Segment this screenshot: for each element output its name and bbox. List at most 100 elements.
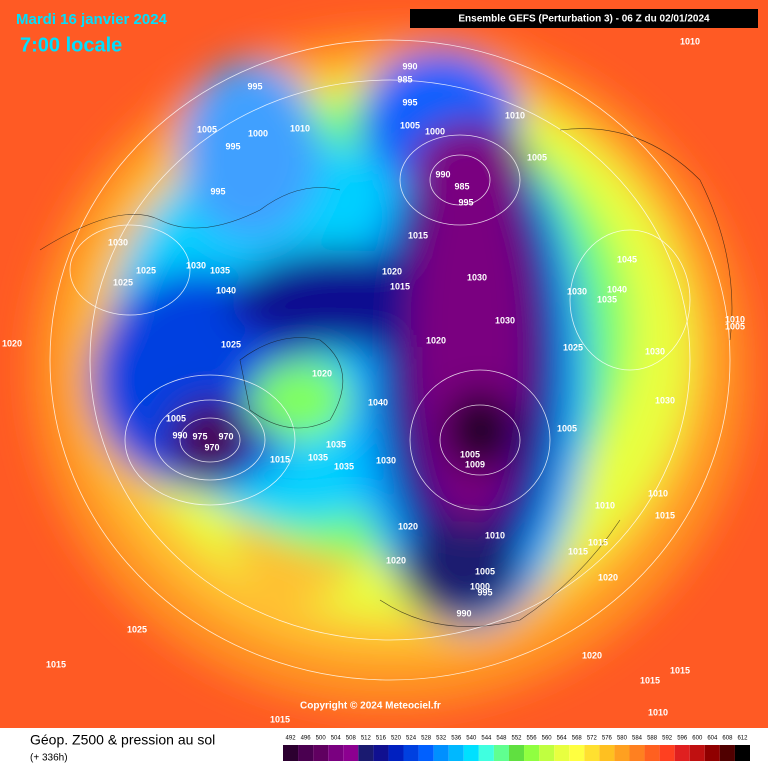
pressure-label: 1020	[382, 266, 402, 276]
pressure-label: 1000	[248, 128, 268, 138]
pressure-label: 1015	[588, 537, 608, 547]
scale-swatch	[704, 745, 720, 761]
pressure-label: 1015	[655, 510, 675, 520]
scale-label: 584	[632, 736, 643, 742]
color-scale: 492 496 500 504 508 512 516 520 524 528 532 536 540 5…	[283, 736, 750, 761]
pressure-label: 1035	[334, 461, 354, 471]
scale-label: 556	[527, 736, 538, 742]
scale-swatch	[313, 745, 329, 761]
pressure-label: 990	[456, 608, 471, 618]
pressure-label: 1030	[108, 237, 128, 247]
pressure-label: 1010	[648, 707, 668, 717]
pressure-label: 1020	[312, 368, 332, 378]
pressure-label: 1005	[400, 120, 420, 130]
run-banner	[410, 9, 758, 28]
pressure-label: 1015	[270, 454, 290, 464]
date: Mardi 16 janvier 2024	[16, 11, 168, 28]
scale-label: 592	[662, 736, 673, 742]
scale-swatch	[493, 745, 509, 761]
pressure-label: 1020	[2, 338, 22, 348]
scale-swatch	[569, 745, 585, 761]
pressure-label: 1025	[127, 624, 147, 634]
pressure-label: 1025	[136, 265, 156, 275]
pressure-label: 1010	[725, 314, 745, 324]
scale-label: 560	[542, 736, 553, 742]
pressure-label: 1025	[563, 342, 583, 352]
pressure-label: 1040	[368, 397, 388, 407]
scale-swatch	[539, 745, 555, 761]
scale-label: 588	[647, 736, 658, 742]
pressure-label: 1010	[680, 36, 700, 46]
pressure-label: 1035	[326, 439, 346, 449]
pressure-label: 970	[218, 431, 233, 441]
map-field	[0, 0, 768, 728]
pressure-label: 990	[435, 169, 450, 179]
pressure-label: 1040	[607, 284, 627, 294]
scale-label: 568	[572, 736, 583, 742]
pressure-label: 1020	[426, 335, 446, 345]
scale-label: 536	[451, 736, 462, 742]
pressure-label: 1015	[270, 714, 290, 724]
scale-swatch	[554, 745, 570, 761]
scale-label: 524	[406, 736, 417, 742]
scale-swatch	[388, 745, 404, 761]
scale-label: 512	[361, 736, 372, 742]
scale-label: 596	[677, 736, 688, 742]
scale-label: 600	[692, 736, 703, 742]
pressure-label: 1030	[567, 286, 587, 296]
pressure-label: 1000	[470, 581, 490, 591]
pressure-label: 1015	[390, 281, 410, 291]
scale-swatch	[403, 745, 419, 761]
pressure-label: 1015	[640, 675, 660, 685]
run-info: Ensemble GEFS (Perturbation 3) - 06 Z du…	[458, 14, 710, 25]
pressure-label: 985	[397, 74, 412, 84]
scale-label: 564	[557, 736, 568, 742]
scale-label: 528	[421, 736, 432, 742]
pressure-label: 1010	[505, 110, 525, 120]
pressure-label: 995	[402, 97, 417, 107]
pressure-label: 990	[402, 61, 417, 71]
pressure-label: 970	[204, 442, 219, 452]
pressure-label: 995	[477, 587, 492, 597]
scale-swatch	[614, 745, 630, 761]
scale-label: 504	[331, 736, 342, 742]
footer-title: Géop. Z500 & pression au sol	[30, 732, 215, 748]
pressure-label: 1030	[467, 272, 487, 282]
scale-label: 492	[286, 736, 297, 742]
scale-label: 580	[617, 736, 628, 742]
pressure-label: 1009	[465, 459, 485, 469]
pressure-label: 1005	[527, 152, 547, 162]
scale-label: 548	[496, 736, 507, 742]
scale-swatch	[659, 745, 675, 761]
scale-swatch	[478, 745, 494, 761]
time: 7:00 locale	[20, 34, 122, 56]
scale-swatch	[283, 745, 299, 761]
pressure-label: 995	[225, 141, 240, 151]
scale-label: 500	[316, 736, 327, 742]
pressure-label: 990	[172, 430, 187, 440]
scale-label: 544	[481, 736, 492, 742]
scale-swatch	[644, 745, 660, 761]
pressure-label: 1005	[557, 423, 577, 433]
scale-swatch	[599, 745, 615, 761]
pressure-label: 1025	[221, 339, 241, 349]
pressure-label: 1000	[425, 126, 445, 136]
pressure-label: 1020	[398, 521, 418, 531]
pressure-label: 1035	[597, 294, 617, 304]
scale-swatch	[448, 745, 464, 761]
pressure-label: 1005	[460, 449, 480, 459]
pressure-label: 1030	[186, 260, 206, 270]
pressure-label: 1020	[598, 572, 618, 582]
scale-label: 532	[436, 736, 447, 742]
pressure-label: 995	[210, 186, 225, 196]
scale-swatch	[508, 745, 525, 761]
scale-swatch	[433, 745, 449, 761]
pressure-label: 1010	[648, 488, 668, 498]
scale-swatch	[734, 745, 750, 761]
pressure-label: 1015	[408, 230, 428, 240]
pressure-label: 995	[458, 197, 473, 207]
scale-swatch	[719, 745, 735, 761]
pressure-label: 1020	[386, 555, 406, 565]
pressure-label: 1010	[485, 530, 505, 540]
